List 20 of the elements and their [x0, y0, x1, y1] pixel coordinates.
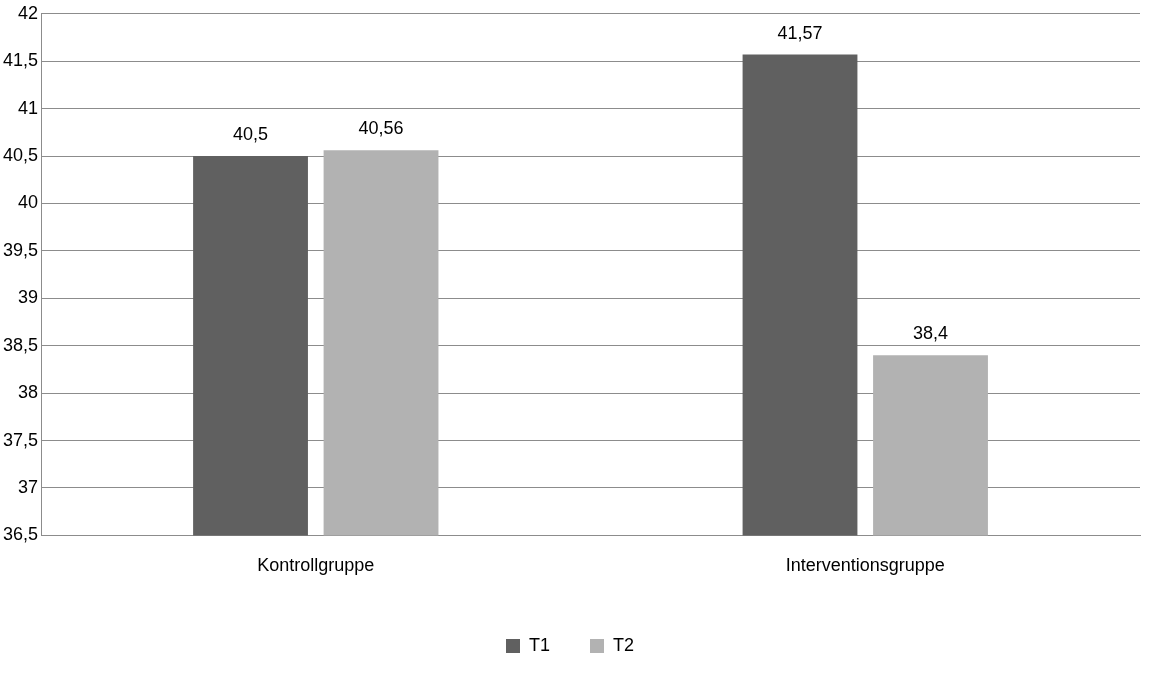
x-tick-label: Interventionsgruppe — [785, 555, 945, 576]
y-tick-label: 40,5 — [2, 145, 39, 166]
data-label: 38,4 — [912, 323, 949, 344]
y-tick-label: 39 — [18, 287, 39, 308]
y-tick-label: 38,5 — [2, 334, 39, 355]
y-tick-label: 37 — [18, 476, 39, 497]
x-tick-label: Kontrollgruppe — [257, 555, 375, 576]
data-label: 40,5 — [233, 124, 269, 145]
data-label: 41,57 — [777, 22, 823, 43]
legend-label: T2 — [613, 634, 635, 655]
y-tick-label: 42 — [18, 2, 39, 23]
y-tick-label: 37,5 — [2, 429, 39, 450]
y-tick-label: 41,5 — [2, 50, 39, 71]
y-tick-label: 38 — [18, 382, 39, 403]
y-tick-label: 41 — [18, 97, 39, 118]
data-label: 40,56 — [358, 118, 404, 139]
y-tick-label: 39,5 — [2, 239, 39, 260]
legend-label: T1 — [528, 634, 551, 655]
y-tick-label: 40 — [18, 192, 39, 213]
y-tick-label: 36,5 — [2, 524, 39, 545]
